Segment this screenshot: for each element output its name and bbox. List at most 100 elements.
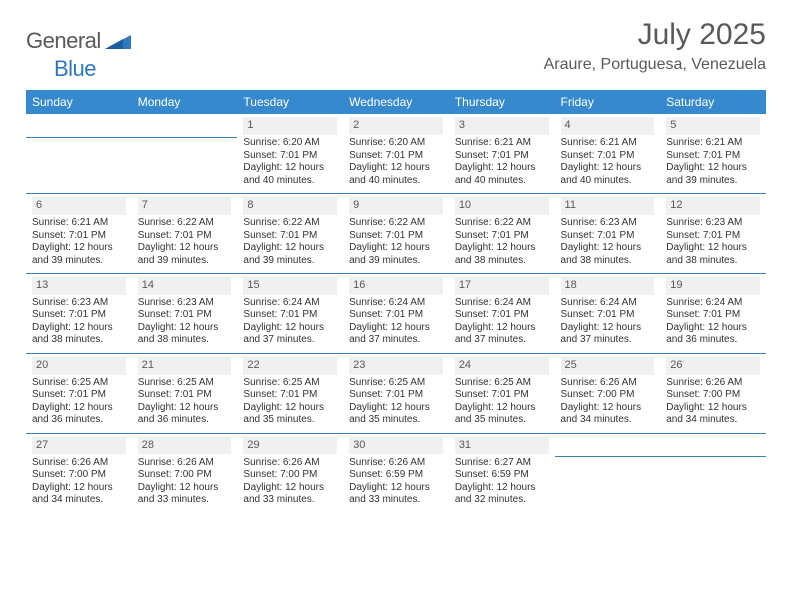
- daylight-line: and 39 minutes.: [138, 255, 232, 268]
- sunrise-line: Sunrise: 6:26 AM: [243, 457, 337, 470]
- sunset-line: Sunset: 7:00 PM: [561, 389, 655, 402]
- daylight-line: and 39 minutes.: [666, 175, 760, 188]
- day-number-cell: 2: [343, 114, 449, 137]
- sunrise-line: Sunrise: 6:27 AM: [455, 457, 549, 470]
- day-number-cell: 15: [237, 274, 343, 297]
- day-number: 19: [666, 277, 760, 295]
- day-number-cell: 10: [449, 194, 555, 217]
- day-number: 17: [455, 277, 549, 295]
- daylight-line: and 37 minutes.: [561, 334, 655, 347]
- day-detail-cell: Sunrise: 6:26 AMSunset: 6:59 PMDaylight:…: [343, 457, 449, 513]
- sunset-line: Sunset: 7:01 PM: [138, 309, 232, 322]
- sunset-line: Sunset: 7:01 PM: [349, 230, 443, 243]
- week-daynum-row: 2728293031..: [26, 433, 766, 457]
- week-daynum-row: 13141516171819: [26, 274, 766, 297]
- sunset-line: Sunset: 7:01 PM: [455, 150, 549, 163]
- day-detail-cell: Sunrise: 6:26 AMSunset: 7:00 PMDaylight:…: [555, 377, 661, 434]
- day-number: 28: [138, 437, 232, 455]
- day-detail-cell: Sunrise: 6:21 AMSunset: 7:01 PMDaylight:…: [26, 217, 132, 274]
- week-daynum-row: 20212223242526: [26, 353, 766, 376]
- daylight-line: and 34 minutes.: [32, 494, 126, 507]
- sunrise-line: Sunrise: 6:26 AM: [138, 457, 232, 470]
- daylight-line: Daylight: 12 hours: [243, 242, 337, 255]
- daylight-line: Daylight: 12 hours: [243, 162, 337, 175]
- day-number-cell: 11: [555, 194, 661, 217]
- day-detail-cell: [26, 137, 132, 194]
- sunset-line: Sunset: 7:01 PM: [32, 230, 126, 243]
- day-number-cell: .: [26, 114, 132, 137]
- month-title: July 2025: [544, 18, 766, 52]
- daylight-line: and 33 minutes.: [243, 494, 337, 507]
- day-number-cell: 6: [26, 194, 132, 217]
- day-number-cell: 1: [237, 114, 343, 137]
- day-detail-cell: Sunrise: 6:26 AMSunset: 7:00 PMDaylight:…: [132, 457, 238, 513]
- sunrise-line: Sunrise: 6:23 AM: [138, 297, 232, 310]
- daylight-line: and 32 minutes.: [455, 494, 549, 507]
- daylight-line: Daylight: 12 hours: [455, 482, 549, 495]
- daylight-line: and 39 minutes.: [32, 255, 126, 268]
- daylight-line: and 40 minutes.: [349, 175, 443, 188]
- day-number: 26: [666, 357, 760, 375]
- weekday-header-row: Sunday Monday Tuesday Wednesday Thursday…: [26, 90, 766, 114]
- sunrise-line: Sunrise: 6:25 AM: [243, 377, 337, 390]
- day-number-cell: 21: [132, 353, 238, 376]
- day-detail-cell: Sunrise: 6:24 AMSunset: 7:01 PMDaylight:…: [237, 297, 343, 354]
- day-number: 25: [561, 357, 655, 375]
- sunset-line: Sunset: 7:01 PM: [243, 389, 337, 402]
- daylight-line: Daylight: 12 hours: [32, 402, 126, 415]
- day-detail-cell: [132, 137, 238, 194]
- week-body-row: Sunrise: 6:23 AMSunset: 7:01 PMDaylight:…: [26, 297, 766, 354]
- day-number-cell: 24: [449, 353, 555, 376]
- daylight-line: and 39 minutes.: [243, 255, 337, 268]
- sunrise-line: Sunrise: 6:24 AM: [666, 297, 760, 310]
- day-number-cell: 27: [26, 433, 132, 457]
- daylight-line: and 36 minutes.: [138, 414, 232, 427]
- sunset-line: Sunset: 7:00 PM: [243, 469, 337, 482]
- sunrise-line: Sunrise: 6:25 AM: [349, 377, 443, 390]
- daylight-line: and 40 minutes.: [561, 175, 655, 188]
- sunset-line: Sunset: 6:59 PM: [455, 469, 549, 482]
- daylight-line: and 34 minutes.: [561, 414, 655, 427]
- weekday-header: Monday: [132, 90, 238, 114]
- daylight-line: and 36 minutes.: [32, 414, 126, 427]
- daylight-line: and 37 minutes.: [349, 334, 443, 347]
- daylight-line: and 38 minutes.: [455, 255, 549, 268]
- day-number-cell: 3: [449, 114, 555, 137]
- week-body-row: Sunrise: 6:21 AMSunset: 7:01 PMDaylight:…: [26, 217, 766, 274]
- daylight-line: and 33 minutes.: [138, 494, 232, 507]
- daylight-line: Daylight: 12 hours: [561, 242, 655, 255]
- weekday-header: Saturday: [660, 90, 766, 114]
- sunset-line: Sunset: 7:01 PM: [455, 389, 549, 402]
- daylight-line: Daylight: 12 hours: [243, 322, 337, 335]
- daylight-line: Daylight: 12 hours: [455, 322, 549, 335]
- day-detail-cell: Sunrise: 6:24 AMSunset: 7:01 PMDaylight:…: [555, 297, 661, 354]
- day-number-cell: 25: [555, 353, 661, 376]
- day-number-cell: 4: [555, 114, 661, 137]
- day-number: 10: [455, 197, 549, 215]
- day-number: 29: [243, 437, 337, 455]
- sunset-line: Sunset: 7:01 PM: [243, 309, 337, 322]
- day-number-cell: 5: [660, 114, 766, 137]
- sunrise-line: Sunrise: 6:22 AM: [349, 217, 443, 230]
- daylight-line: Daylight: 12 hours: [666, 322, 760, 335]
- sunrise-line: Sunrise: 6:24 AM: [349, 297, 443, 310]
- daylight-line: and 40 minutes.: [455, 175, 549, 188]
- day-number-cell: .: [132, 114, 238, 137]
- daylight-line: and 39 minutes.: [349, 255, 443, 268]
- sunset-line: Sunset: 7:01 PM: [349, 309, 443, 322]
- day-number-cell: 20: [26, 353, 132, 376]
- day-number: 6: [32, 197, 126, 215]
- day-detail-cell: Sunrise: 6:24 AMSunset: 7:01 PMDaylight:…: [660, 297, 766, 354]
- day-number-cell: 17: [449, 274, 555, 297]
- day-detail-cell: [660, 457, 766, 513]
- daylight-line: and 38 minutes.: [666, 255, 760, 268]
- sunrise-line: Sunrise: 6:26 AM: [666, 377, 760, 390]
- day-number: 12: [666, 197, 760, 215]
- daylight-line: Daylight: 12 hours: [32, 482, 126, 495]
- day-detail-cell: Sunrise: 6:23 AMSunset: 7:01 PMDaylight:…: [132, 297, 238, 354]
- logo-triangle-icon: [105, 33, 131, 49]
- sunset-line: Sunset: 7:01 PM: [455, 309, 549, 322]
- day-detail-cell: Sunrise: 6:24 AMSunset: 7:01 PMDaylight:…: [449, 297, 555, 354]
- daylight-line: and 35 minutes.: [243, 414, 337, 427]
- sunset-line: Sunset: 7:01 PM: [561, 230, 655, 243]
